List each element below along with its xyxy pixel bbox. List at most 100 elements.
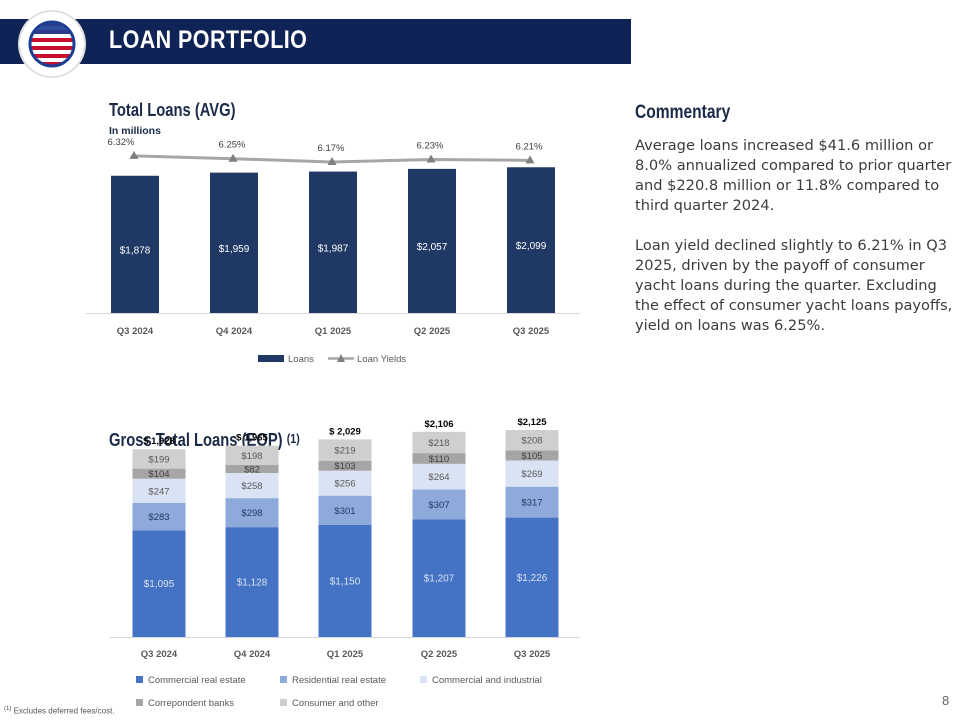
correspondent-banks-label: $103 (334, 461, 355, 472)
commentary-body: Average loans increased $41.6 million or… (635, 136, 955, 356)
commercial-industrial-label: $256 (334, 479, 355, 490)
loan-yield-marker (327, 157, 337, 165)
stack-total-label: $ 1,928 (143, 436, 175, 447)
commercial-re-label: $1,095 (144, 579, 175, 590)
residential-re-label: $283 (148, 512, 169, 523)
flag-logo-graphic (28, 20, 76, 68)
x-tick-label: Q3 2024 (141, 649, 178, 660)
x-tick-label: Q4 2024 (216, 326, 253, 337)
legend-commercial-re-label: Commercial real estate (148, 675, 246, 686)
x-tick-label: Q1 2025 (315, 326, 352, 337)
legend-commercial-re-swatch (136, 676, 143, 683)
correspondent-banks-segment (505, 450, 559, 461)
legend-consumer-other-label: Consumer and other (292, 698, 379, 709)
commercial-re-segment (318, 524, 372, 637)
legend-loans-label: Loans (288, 354, 314, 365)
footnote-marker: (1) (4, 706, 12, 712)
loan-yield-label: 6.21% (516, 141, 543, 152)
consumer-other-segment (225, 445, 279, 465)
chart2-title-text: Gross Total Loans (EOP) (109, 430, 283, 450)
chart1-subtitle: In millions (109, 125, 161, 137)
correspondent-banks-label: $110 (429, 454, 449, 465)
commercial-industrial-label: $247 (148, 486, 169, 497)
commercial-re-segment (505, 517, 559, 637)
legend-residential-re-label: Residential real estate (292, 675, 386, 686)
x-tick-label: Q3 2024 (117, 326, 154, 337)
residential-re-segment (318, 495, 372, 525)
stack-total-label: $2,125 (517, 417, 547, 428)
residential-re-label: $317 (521, 498, 542, 509)
residential-re-label: $298 (241, 508, 262, 519)
correspondent-banks-segment (412, 453, 466, 464)
commercial-industrial-segment (225, 472, 279, 499)
legend-correspondent-banks-label: Correpondent banks (148, 698, 234, 709)
loans-bar (210, 172, 258, 313)
residential-re-segment (225, 498, 279, 528)
correspondent-banks-segment (225, 464, 279, 473)
x-tick-label: Q2 2025 (421, 649, 458, 660)
commercial-industrial-label: $258 (241, 481, 262, 492)
loans-bar (507, 167, 555, 313)
commercial-industrial-segment (505, 460, 559, 487)
x-tick-label: Q4 2024 (234, 649, 271, 660)
consumer-other-label: $208 (521, 436, 542, 447)
loan-yield-label: 6.23% (417, 141, 444, 152)
loans-bar (309, 171, 357, 313)
stack-total-label: $ 1,965 (236, 433, 268, 444)
x-tick-label: Q2 2025 (414, 326, 451, 337)
x-tick-label: Q1 2025 (327, 649, 364, 660)
page-title: LOAN PORTFOLIO (109, 26, 308, 54)
loan-yield-marker (426, 154, 436, 163)
residential-re-label: $301 (334, 506, 355, 517)
consumer-other-segment (318, 439, 372, 461)
commercial-re-segment (412, 519, 466, 637)
loans-bar (111, 175, 159, 313)
correspondent-banks-segment (132, 468, 186, 479)
flag-logo-icon (20, 12, 84, 76)
consumer-other-label: $218 (428, 438, 449, 449)
commercial-industrial-segment (412, 463, 466, 490)
commentary-paragraph: Loan yield declined slightly to 6.21% in… (635, 237, 953, 334)
residential-re-segment (132, 502, 186, 531)
x-tick-label: Q3 2025 (513, 326, 550, 337)
residential-re-label: $307 (428, 500, 449, 511)
commercial-re-label: $1,207 (424, 574, 455, 585)
loans-bar (408, 168, 456, 313)
commercial-re-segment (225, 527, 279, 637)
consumer-other-label: $199 (148, 454, 169, 465)
consumer-other-segment (505, 430, 559, 451)
legend-yield-marker (337, 354, 345, 362)
correspondent-banks-segment (318, 460, 372, 471)
loan-yield-marker (228, 153, 238, 162)
commercial-re-label: $1,226 (517, 573, 548, 584)
loan-yield-label: 6.25% (219, 140, 246, 151)
footnote-text: Excludes deferred fees/cost. (11, 706, 115, 716)
footnote: (1) Excludes deferred fees/cost. (4, 706, 115, 716)
legend-loans-swatch (258, 355, 284, 362)
commentary-paragraph: Average loans increased $41.6 million or… (635, 137, 952, 214)
commercial-industrial-label: $269 (521, 469, 542, 480)
loans-bar-label: $1,959 (219, 244, 250, 255)
correspondent-banks-label: $82 (244, 464, 260, 475)
legend-commercial-industrial-swatch (420, 676, 427, 683)
commercial-re-label: $1,128 (237, 578, 268, 589)
legend-yield-label: Loan Yields (357, 354, 406, 365)
legend-consumer-other-swatch (280, 699, 287, 706)
commentary-title: Commentary (635, 102, 731, 123)
legend-residential-re-swatch (280, 676, 287, 683)
loan-yield-marker (525, 155, 535, 164)
correspondent-banks-label: $105 (521, 451, 542, 462)
stack-total-label: $2,106 (424, 419, 453, 430)
stack-total-label: $ 2,029 (329, 426, 361, 437)
consumer-other-segment (412, 431, 466, 454)
correspondent-banks-label: $104 (148, 469, 169, 480)
loans-bar-label: $1,878 (120, 245, 151, 256)
legend-correspondent-banks-swatch (136, 699, 143, 706)
commercial-industrial-segment (132, 478, 186, 503)
consumer-other-segment (132, 449, 186, 469)
legend-commercial-industrial-label: Commercial and industrial (432, 675, 542, 686)
consumer-other-label: $219 (334, 446, 355, 457)
chart2-title-note: (1) (286, 431, 300, 446)
